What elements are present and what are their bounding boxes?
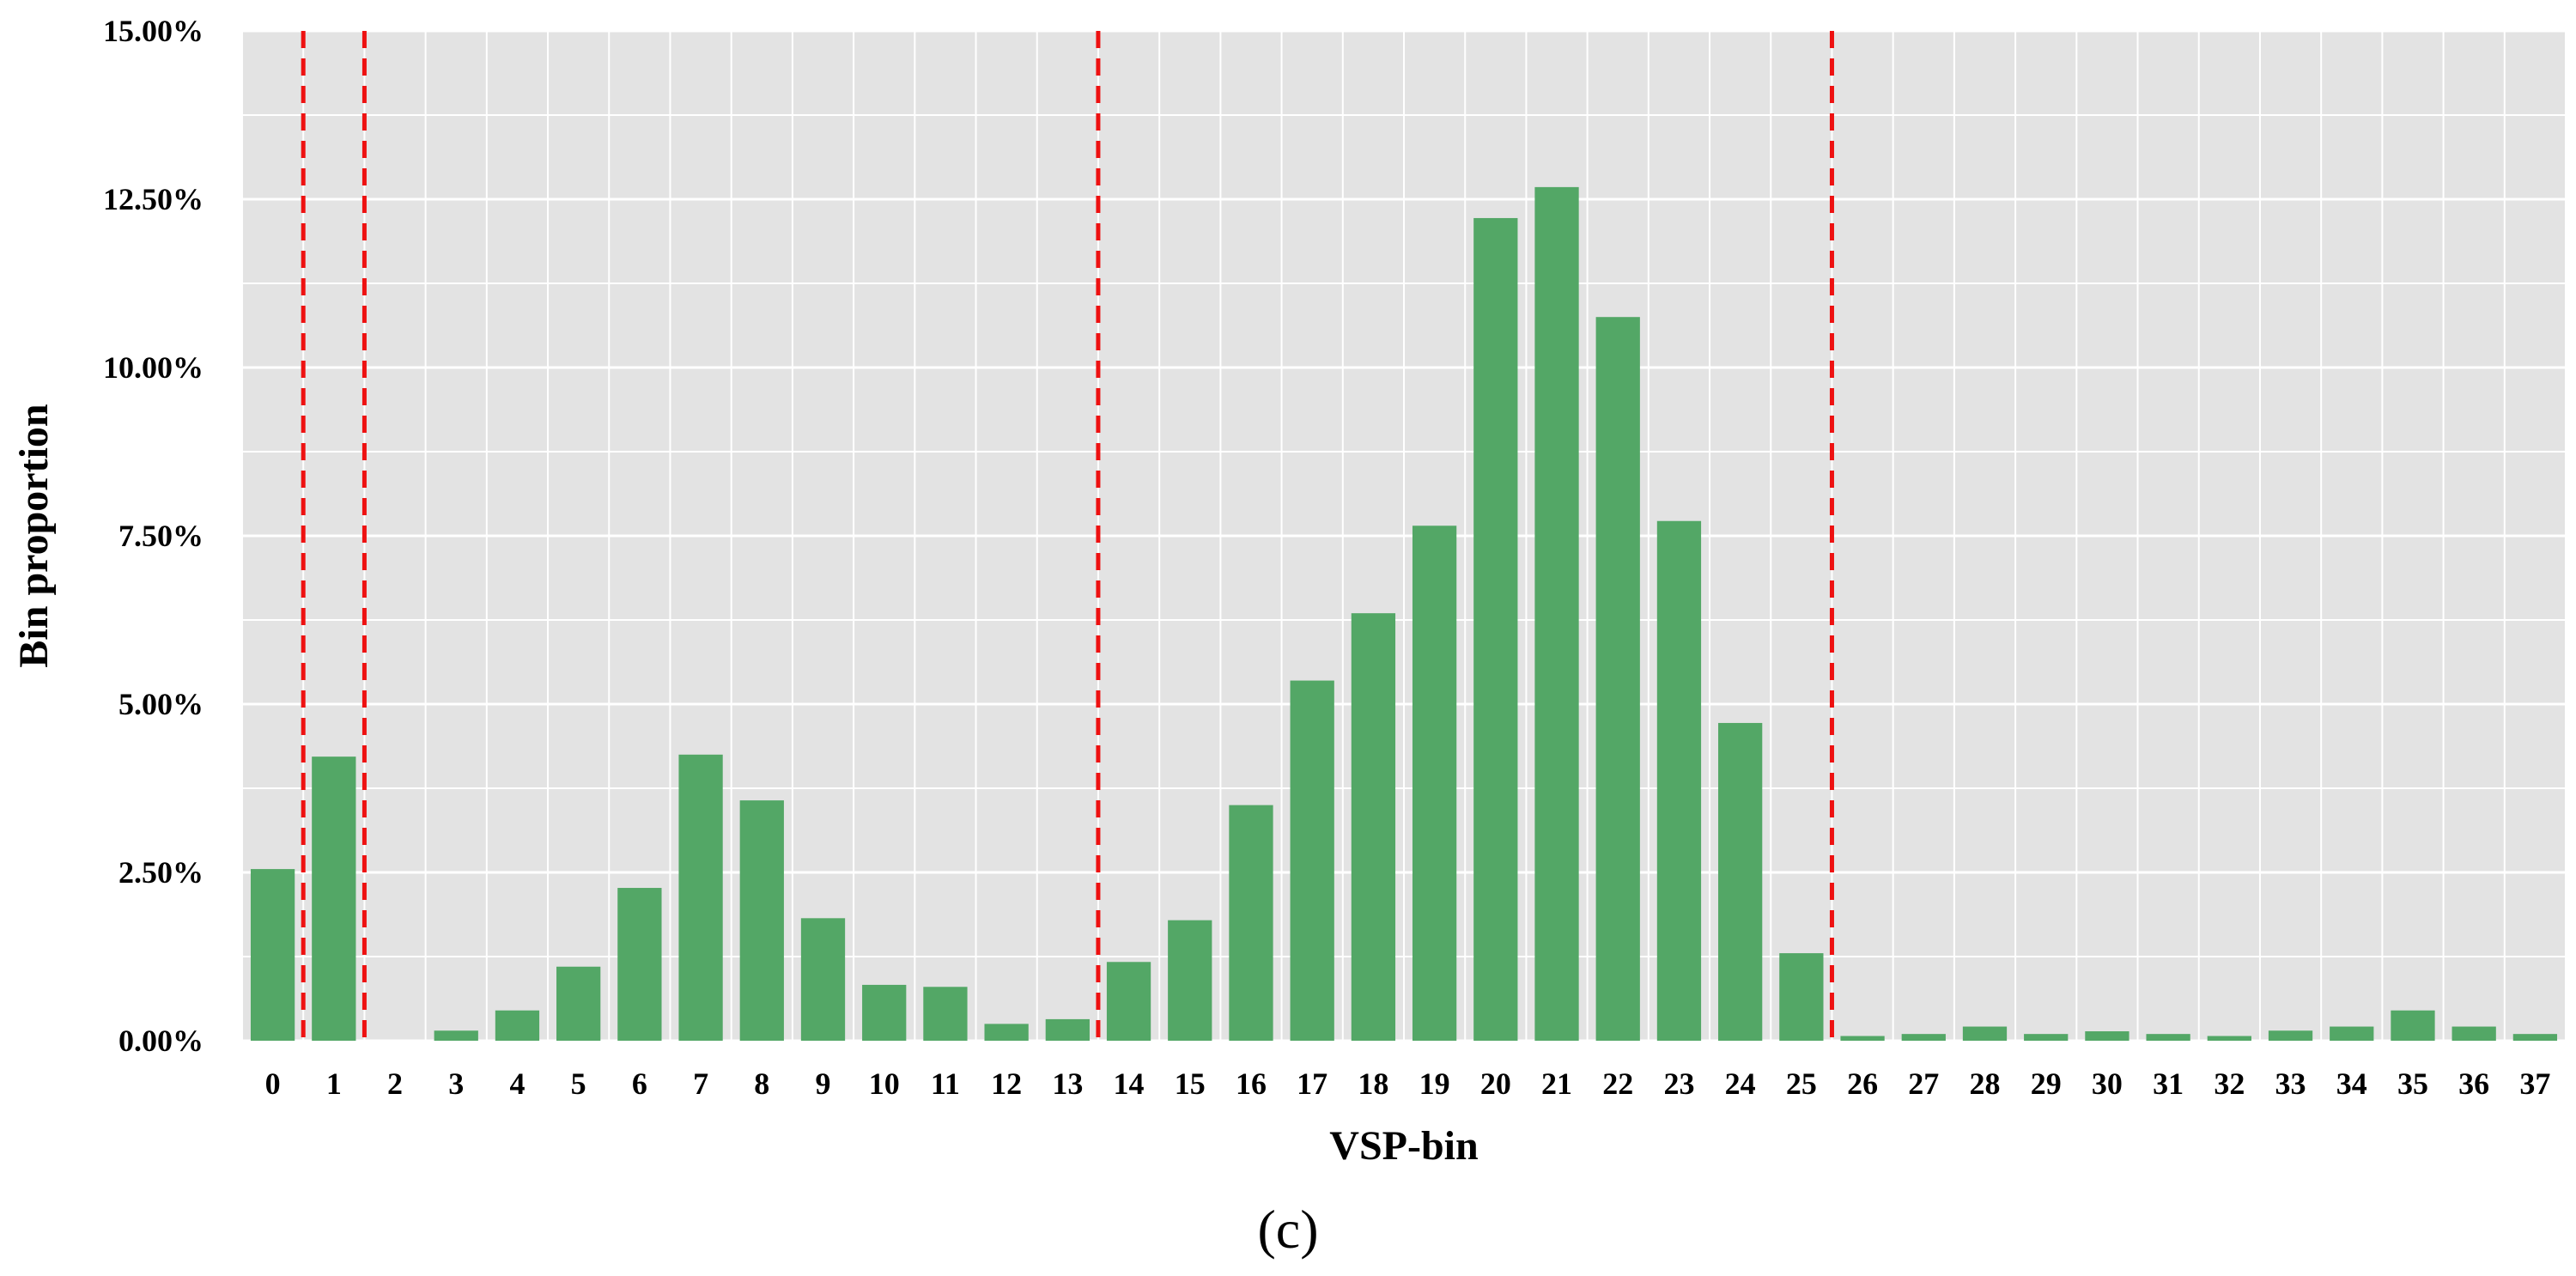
- x-tick-label: 16: [1236, 1066, 1267, 1101]
- bar-25: [1779, 953, 1824, 1041]
- x-tick-label: 17: [1297, 1066, 1327, 1101]
- x-tick-label: 3: [448, 1066, 464, 1101]
- bar-17: [1290, 680, 1334, 1041]
- x-tick-label: 7: [693, 1066, 708, 1101]
- figure-caption: (c): [1257, 1199, 1319, 1260]
- x-axis-title: VSP-bin: [1329, 1123, 1478, 1169]
- bar-5: [556, 966, 601, 1041]
- bar-28: [1962, 1026, 2008, 1041]
- bar-30: [2085, 1031, 2129, 1041]
- x-tick-label: 33: [2275, 1066, 2306, 1101]
- x-tick-label: 23: [1663, 1066, 1694, 1101]
- bar-22: [1595, 317, 1640, 1041]
- x-tick-label: 29: [2031, 1066, 2062, 1101]
- x-tick-label: 19: [1419, 1066, 1450, 1101]
- x-tick-label: 8: [754, 1066, 769, 1101]
- bar-15: [1168, 920, 1212, 1041]
- bar-24: [1718, 722, 1763, 1041]
- x-tick-label: 13: [1052, 1066, 1083, 1101]
- x-tick-label: 36: [2458, 1066, 2489, 1101]
- x-tick-label: 12: [991, 1066, 1022, 1101]
- bar-26: [1840, 1036, 1885, 1041]
- x-tick-label: 5: [571, 1066, 586, 1101]
- y-axis-title: Bin proportion: [11, 404, 57, 667]
- bar-7: [678, 754, 723, 1041]
- y-tick-label: 15.00%: [103, 14, 204, 48]
- x-tick-label: 27: [1908, 1066, 1939, 1101]
- vertical-marker-lines: [301, 31, 1834, 1041]
- y-tick-label: 2.50%: [118, 855, 204, 890]
- x-tick-label: 1: [326, 1066, 342, 1101]
- x-tick-label: 21: [1541, 1066, 1572, 1101]
- bar-14: [1106, 962, 1151, 1041]
- bar-series: [250, 186, 2558, 1041]
- x-tick-label: 22: [1602, 1066, 1633, 1101]
- bar-36: [2451, 1026, 2496, 1041]
- x-tick-label: 14: [1114, 1066, 1145, 1101]
- bar-27: [1901, 1034, 1946, 1041]
- x-tick-label: 10: [869, 1066, 900, 1101]
- bar-21: [1534, 186, 1579, 1041]
- x-tick-label: 4: [509, 1066, 525, 1101]
- bar-34: [2330, 1026, 2374, 1041]
- bar-12: [984, 1024, 1029, 1041]
- x-tick-label: 31: [2153, 1066, 2184, 1101]
- x-tick-label: 35: [2397, 1066, 2428, 1101]
- x-tick-label: 34: [2336, 1066, 2367, 1101]
- y-axis-tick-labels: 0.00% 2.50% 5.00% 7.50% 10.00% 12.50% 15.00%: [103, 14, 204, 1058]
- bar-1: [312, 756, 356, 1041]
- x-tick-label: 2: [387, 1066, 403, 1101]
- x-tick-label: 20: [1480, 1066, 1511, 1101]
- x-tick-label: 25: [1786, 1066, 1817, 1101]
- y-tick-label: 0.00%: [118, 1024, 204, 1058]
- x-tick-label: 0: [265, 1066, 281, 1101]
- bar-35: [2391, 1010, 2435, 1041]
- x-tick-label: 28: [1970, 1066, 2001, 1101]
- x-tick-label: 18: [1358, 1066, 1388, 1101]
- y-tick-label: 7.50%: [118, 519, 204, 553]
- bar-31: [2146, 1034, 2190, 1041]
- x-tick-label: 15: [1175, 1066, 1206, 1101]
- bar-19: [1412, 526, 1457, 1041]
- bar-33: [2268, 1030, 2313, 1041]
- bar-3: [434, 1030, 478, 1041]
- bar-32: [2207, 1036, 2251, 1041]
- x-tick-label: 37: [2519, 1066, 2550, 1101]
- x-tick-label: 26: [1847, 1066, 1878, 1101]
- bar-20: [1473, 217, 1518, 1041]
- bar-18: [1351, 613, 1396, 1041]
- bar-0: [250, 869, 295, 1041]
- bar-16: [1229, 805, 1273, 1041]
- x-tick-label: 24: [1725, 1066, 1756, 1101]
- y-tick-label: 10.00%: [103, 350, 204, 385]
- bar-11: [923, 987, 968, 1041]
- y-tick-label: 5.00%: [118, 687, 204, 721]
- x-tick-label: 9: [816, 1066, 831, 1101]
- x-tick-label: 6: [632, 1066, 647, 1101]
- x-tick-label: 32: [2214, 1066, 2245, 1101]
- bar-23: [1656, 520, 1702, 1041]
- y-tick-label: 12.50%: [103, 182, 204, 216]
- bar-37: [2512, 1034, 2558, 1041]
- bar-4: [495, 1010, 540, 1041]
- bar-9: [800, 918, 846, 1041]
- bar-13: [1045, 1018, 1090, 1041]
- x-tick-label: 11: [931, 1066, 960, 1101]
- x-tick-label: 30: [2092, 1066, 2123, 1101]
- bar-6: [617, 888, 662, 1041]
- bar-29: [2024, 1034, 2069, 1041]
- bar-8: [739, 800, 784, 1041]
- bar-10: [862, 984, 907, 1041]
- x-axis-tick-labels: 0 1 2 3 4 5 6 7 8 9 10 11 12 13 14 15 16 17 18 19 20 21 22 23 24…: [265, 1066, 2551, 1101]
